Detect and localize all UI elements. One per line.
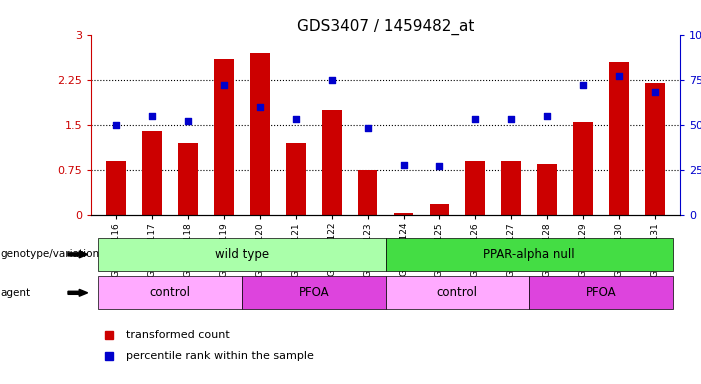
Bar: [286, 143, 306, 215]
Bar: [386, 238, 673, 271]
Text: control: control: [149, 286, 191, 299]
Point: [398, 161, 409, 167]
Bar: [430, 204, 449, 215]
Bar: [178, 143, 198, 215]
Point: [578, 82, 589, 88]
Bar: [98, 276, 242, 309]
Bar: [214, 59, 234, 215]
Text: agent: agent: [1, 288, 31, 298]
Bar: [242, 276, 386, 309]
Point: [541, 113, 552, 119]
Text: wild type: wild type: [215, 248, 269, 261]
Point: [434, 163, 445, 169]
Text: GDS3407 / 1459482_at: GDS3407 / 1459482_at: [297, 19, 475, 35]
Bar: [322, 110, 341, 215]
Bar: [529, 276, 673, 309]
Point: [470, 116, 481, 122]
Point: [505, 116, 517, 122]
Point: [182, 118, 193, 124]
Text: PFOA: PFOA: [585, 286, 616, 299]
Point: [219, 82, 230, 88]
Text: PPAR-alpha null: PPAR-alpha null: [484, 248, 575, 261]
Text: percentile rank within the sample: percentile rank within the sample: [126, 351, 314, 361]
Bar: [645, 83, 665, 215]
Bar: [465, 161, 485, 215]
Point: [254, 104, 266, 110]
Bar: [573, 122, 593, 215]
Text: transformed count: transformed count: [126, 331, 230, 341]
Text: control: control: [437, 286, 478, 299]
Bar: [537, 164, 557, 215]
Point: [326, 77, 337, 83]
Text: PFOA: PFOA: [299, 286, 329, 299]
Point: [613, 73, 625, 79]
Bar: [386, 276, 529, 309]
Point: [111, 122, 122, 128]
Point: [362, 125, 373, 131]
Point: [290, 116, 301, 122]
Bar: [358, 170, 377, 215]
Bar: [394, 213, 414, 215]
Bar: [250, 53, 270, 215]
Bar: [501, 161, 521, 215]
Bar: [107, 161, 126, 215]
Bar: [98, 238, 386, 271]
Point: [147, 113, 158, 119]
Text: genotype/variation: genotype/variation: [1, 249, 100, 260]
Bar: [609, 62, 629, 215]
Bar: [142, 131, 162, 215]
Point: [649, 89, 660, 95]
